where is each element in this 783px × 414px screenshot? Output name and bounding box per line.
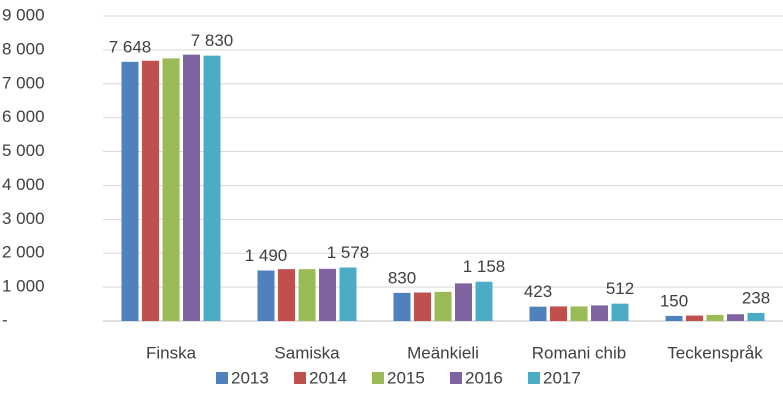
bar [162, 58, 180, 321]
bar [257, 270, 275, 321]
x-tick-label: Samiska [274, 343, 340, 362]
bar [591, 305, 608, 321]
legend-swatch [450, 372, 462, 384]
bar [339, 267, 357, 321]
bar [183, 54, 200, 322]
y-tick-label: 9 000 [2, 5, 45, 24]
bar [455, 283, 472, 321]
bar [611, 303, 629, 321]
y-tick-label: 6 000 [2, 107, 45, 126]
bar [475, 281, 493, 321]
x-tick-label: Meänkieli [407, 343, 479, 362]
y-tick-label: 1 000 [2, 277, 45, 296]
x-tick-label: Romani chib [532, 343, 627, 362]
legend-label: 2017 [543, 368, 581, 387]
bar [203, 55, 221, 322]
y-tick-label: 2 000 [2, 243, 45, 262]
data-label: 1 158 [463, 257, 506, 276]
x-tick-label: Finska [146, 343, 197, 362]
bar [434, 291, 452, 321]
legend-swatch [528, 372, 540, 384]
bar [727, 314, 744, 321]
data-label: 7 830 [191, 31, 234, 50]
bar [529, 306, 547, 321]
data-label: 150 [660, 291, 688, 310]
legend-label: 2015 [387, 368, 425, 387]
y-tick-label: 8 000 [2, 39, 45, 58]
data-label: 423 [524, 282, 552, 301]
legend-label: 2013 [231, 368, 269, 387]
legend-label: 2014 [309, 368, 347, 387]
bar [121, 61, 139, 321]
bar [706, 314, 724, 321]
data-label: 7 648 [109, 37, 152, 56]
y-tick-label: 4 000 [2, 175, 45, 194]
bar [298, 269, 316, 321]
x-tick-label: Teckenspråk [667, 343, 763, 362]
bar [686, 315, 703, 321]
bar [142, 60, 159, 321]
y-tick-label: 5 000 [2, 141, 45, 160]
legend-swatch [372, 372, 384, 384]
y-tick-label: 7 000 [2, 73, 45, 92]
bar [393, 292, 411, 321]
bar [570, 306, 588, 321]
data-label: 512 [606, 279, 634, 298]
data-label: 1 490 [245, 246, 288, 265]
y-tick-label: 3 000 [2, 209, 45, 228]
bar [550, 306, 567, 321]
legend-swatch [216, 372, 228, 384]
data-label: 238 [742, 288, 770, 307]
data-label: 830 [388, 268, 416, 287]
legend-label: 2016 [465, 368, 503, 387]
bar [665, 315, 683, 321]
data-label: 1 578 [327, 243, 370, 262]
legend-swatch [294, 372, 306, 384]
bar [319, 268, 336, 321]
bar [747, 312, 765, 321]
bar [278, 269, 295, 321]
y-tick-label: - [2, 310, 8, 329]
bar [414, 292, 431, 321]
